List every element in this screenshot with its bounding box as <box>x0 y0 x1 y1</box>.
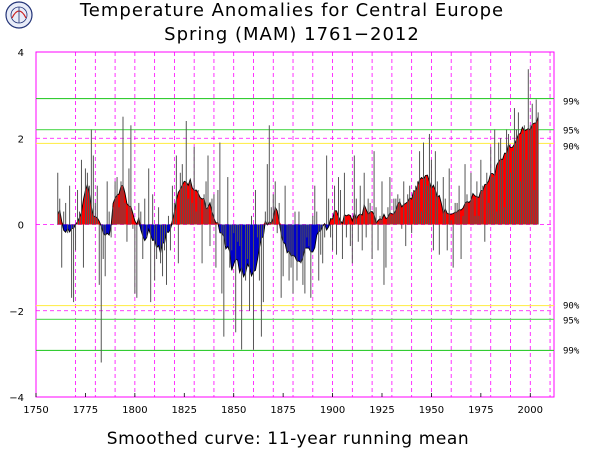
x-tick-label: 1900 <box>320 405 345 416</box>
y-tick-label: 2 <box>18 134 24 145</box>
annual-bars <box>57 69 539 363</box>
significance-lines <box>36 97 554 352</box>
significance-label: 99% <box>563 346 580 356</box>
significance-label: 99% <box>563 98 580 108</box>
x-tick-label: 1875 <box>270 405 295 416</box>
y-tick-label: −4 <box>9 393 24 404</box>
x-tick-label: 1750 <box>23 405 48 416</box>
significance-label: 90% <box>563 302 580 312</box>
x-tick-label: 1975 <box>468 405 493 416</box>
y-tick-label: −2 <box>9 307 24 318</box>
negative-area <box>57 224 539 277</box>
positive-area <box>57 116 539 225</box>
x-tick-label: 1775 <box>73 405 98 416</box>
y-tick-label: 4 <box>18 48 24 59</box>
x-tick-label: 1950 <box>419 405 444 416</box>
significance-labels: 99% 99% 95% 95% 90% 90% <box>563 98 580 357</box>
chart-subtitle: Spring (MAM) 1761−2012 <box>164 24 420 45</box>
x-tick-label: 1825 <box>172 405 197 416</box>
x-tick-label: 1850 <box>221 405 246 416</box>
chart-title: Temperature Anomalies for Central Europe <box>79 0 504 21</box>
zamg-logo <box>5 1 33 29</box>
x-tick-label: 1800 <box>122 405 147 416</box>
x-axis-ticks: 1750 1775 1800 1825 1850 1875 1900 1925 1950 1975… <box>23 393 543 416</box>
smoothed-curve <box>57 116 539 278</box>
significance-label: 95% <box>563 316 580 326</box>
significance-label: 95% <box>563 127 580 137</box>
running-mean-line <box>57 116 539 278</box>
x-tick-label: 1925 <box>369 405 394 416</box>
y-axis-ticks: 4 2 0 −2 −4 <box>9 48 24 404</box>
significance-label: 90% <box>563 142 580 152</box>
y-tick-label: 0 <box>18 221 24 232</box>
x-tick-label: 2000 <box>518 405 543 416</box>
chart-footer: Smoothed curve: 11-year running mean <box>107 429 470 449</box>
